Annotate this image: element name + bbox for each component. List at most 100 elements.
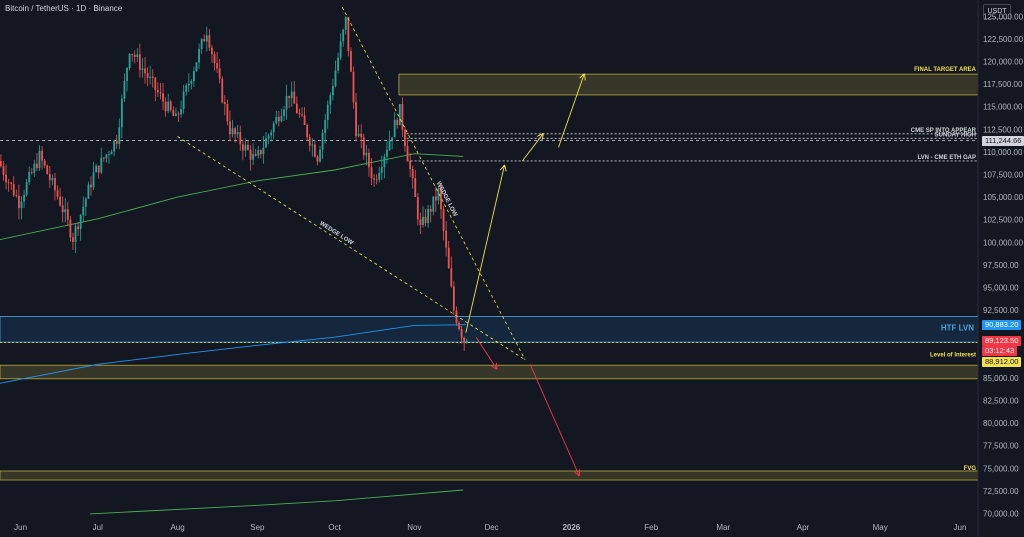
candle-157 xyxy=(404,129,406,147)
zone-1 xyxy=(0,316,979,343)
candle-151 xyxy=(388,140,391,150)
candle-78 xyxy=(200,39,203,49)
candle-5 xyxy=(12,184,15,196)
candle-165 xyxy=(424,216,427,224)
candle-142 xyxy=(365,152,368,156)
candle-37 xyxy=(95,165,98,173)
candle-67 xyxy=(172,109,175,116)
candle-41 xyxy=(105,154,108,159)
y-tick-label-8: 105,000.00 xyxy=(983,193,1024,202)
candle-69 xyxy=(177,113,180,115)
candle-66 xyxy=(169,101,172,110)
candle-64 xyxy=(164,101,167,112)
price-tag-1: 90,883.20 xyxy=(982,319,1022,330)
y-tick-label-1: 122,500.00 xyxy=(983,35,1024,44)
candle-30 xyxy=(77,226,80,230)
candle-136 xyxy=(350,51,352,72)
moving-average-2 xyxy=(90,489,464,515)
candle-115 xyxy=(295,103,298,114)
candle-96 xyxy=(247,144,249,150)
candle-150 xyxy=(386,149,388,157)
candle-50 xyxy=(128,53,131,69)
candle-171 xyxy=(440,188,442,210)
candle-129 xyxy=(332,85,334,96)
candle-73 xyxy=(187,83,190,86)
candle-39 xyxy=(100,157,103,173)
currency-button[interactable]: USDT xyxy=(983,4,1011,19)
candle-179 xyxy=(460,329,463,338)
level-label-3: Level of Interest xyxy=(930,353,976,359)
candle-19 xyxy=(48,174,51,181)
zone-label-1: HTF LVN xyxy=(941,324,974,333)
candle-107 xyxy=(275,116,278,124)
zone-0 xyxy=(398,73,979,96)
x-tick-label-11: May xyxy=(873,523,888,532)
candle-43 xyxy=(110,151,113,155)
candle-181 xyxy=(465,340,468,343)
candle-82 xyxy=(211,47,213,55)
candle-8 xyxy=(20,201,23,209)
candle-55 xyxy=(141,68,144,70)
candle-38 xyxy=(97,165,100,173)
y-tick-label-2: 120,000.00 xyxy=(983,57,1024,66)
zone-label-3: FVG xyxy=(964,466,977,472)
x-tick-label-2: Aug xyxy=(170,523,184,532)
candle-173 xyxy=(445,230,448,248)
zone-2 xyxy=(0,364,979,380)
level-label-0: CME SP INTO APPEAR xyxy=(911,128,977,134)
price-tag-3: 88,912.00 xyxy=(982,356,1022,367)
candle-22 xyxy=(56,190,59,197)
candle-0 xyxy=(0,160,2,167)
candle-1 xyxy=(2,166,5,175)
candle-88 xyxy=(226,103,229,122)
candle-51 xyxy=(131,53,134,55)
y-tick-label-6: 110,000.00 xyxy=(983,148,1023,157)
candle-141 xyxy=(362,137,365,156)
x-tick-label-6: Dec xyxy=(484,523,498,532)
candle-132 xyxy=(339,41,342,58)
candle-159 xyxy=(409,161,412,170)
projection-arrow-3 xyxy=(475,336,497,369)
candle-175 xyxy=(450,268,453,287)
y-tick-label-5: 112,500.00 xyxy=(983,125,1023,134)
candle-166 xyxy=(427,208,430,224)
projection-arrow-4 xyxy=(529,364,579,475)
candle-32 xyxy=(82,206,85,215)
candle-12 xyxy=(30,171,33,173)
candle-90 xyxy=(231,128,234,135)
candle-130 xyxy=(334,70,337,86)
trendline-label-0: WEDGE LOW xyxy=(318,221,354,247)
candle-14 xyxy=(36,163,38,169)
candle-139 xyxy=(357,133,360,137)
candle-164 xyxy=(422,216,424,225)
candle-110 xyxy=(283,109,285,116)
candle-177 xyxy=(455,310,458,323)
candle-148 xyxy=(380,167,383,173)
moving-average-1 xyxy=(0,324,466,384)
y-tick-label-15: 82,500.00 xyxy=(983,396,1019,405)
candle-104 xyxy=(267,135,270,139)
candle-114 xyxy=(293,91,296,104)
candle-13 xyxy=(33,163,36,173)
candle-106 xyxy=(272,123,275,133)
x-tick-label-1: Jul xyxy=(93,523,103,532)
candle-35 xyxy=(90,184,92,188)
candle-18 xyxy=(46,165,49,175)
candle-92 xyxy=(236,132,239,135)
candle-44 xyxy=(113,140,116,152)
candle-155 xyxy=(398,103,401,126)
candle-45 xyxy=(115,140,118,144)
candle-128 xyxy=(329,95,332,105)
projection-arrow-2 xyxy=(558,74,584,148)
trendline-1 xyxy=(341,7,526,360)
x-tick-label-3: Sep xyxy=(250,523,265,532)
candle-71 xyxy=(182,91,185,110)
candle-79 xyxy=(203,39,206,42)
candle-6 xyxy=(15,195,18,197)
candle-144 xyxy=(370,167,373,179)
candle-31 xyxy=(79,214,82,230)
candle-85 xyxy=(218,68,221,79)
y-tick-label-10: 100,000.00 xyxy=(983,238,1024,247)
